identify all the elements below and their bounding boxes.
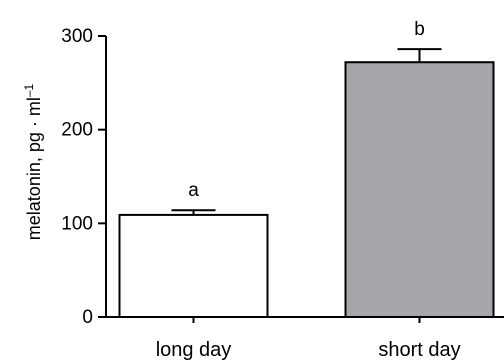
y-axis-title: melatonin, pg · ml–1 xyxy=(22,83,44,240)
x-category-label: long day xyxy=(156,339,232,361)
bars-group xyxy=(118,61,495,318)
y-tick-label: 200 xyxy=(61,120,93,141)
x-category-label: short day xyxy=(378,339,460,361)
bar-long-day xyxy=(118,213,269,318)
y-tick-label: 100 xyxy=(61,213,93,234)
x-axis: long day short day xyxy=(106,316,504,361)
y-axis: 0 100 200 300 xyxy=(61,26,107,328)
y-tick-label: 300 xyxy=(61,26,93,47)
significance-letter: a xyxy=(188,180,199,201)
labels-group: ab xyxy=(188,19,425,201)
y-tick-label: 0 xyxy=(82,307,93,328)
error-bars-group xyxy=(171,48,442,215)
significance-letter: b xyxy=(414,19,425,40)
bar-short-day xyxy=(344,61,495,318)
